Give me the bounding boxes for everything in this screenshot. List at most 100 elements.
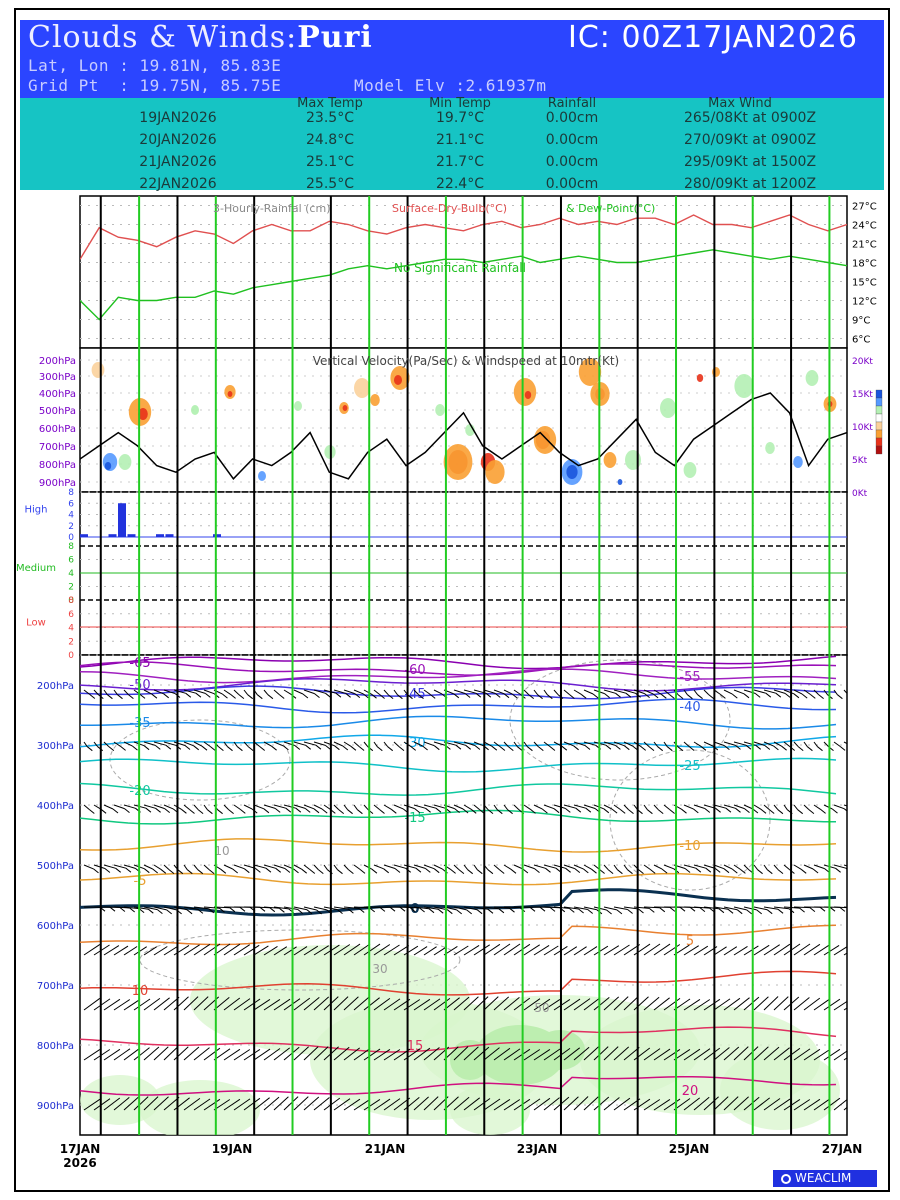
wind-barb	[803, 689, 811, 695]
wind-barb-flag	[302, 693, 309, 699]
level-label: 400hPa	[37, 801, 74, 812]
cloud-tick-label: 0	[68, 651, 74, 661]
wind-barb-flag	[433, 745, 440, 751]
wind-barb	[143, 1046, 160, 1061]
wind-barb-flag	[705, 867, 712, 873]
y-tick-label: 12°C	[852, 297, 877, 308]
wind-barb-flag	[845, 867, 847, 870]
wind-barb-flag	[425, 807, 431, 813]
wind-barb	[343, 906, 360, 909]
wind-barb-flag	[485, 692, 492, 698]
wind-barb	[653, 943, 671, 956]
level-label: 700hPa	[37, 981, 74, 992]
wind-barb	[243, 741, 249, 747]
vv-blob	[191, 405, 199, 415]
wind-barb	[463, 1046, 479, 1061]
wind-barb	[553, 689, 559, 695]
wind-barb	[753, 864, 758, 871]
rainfall-title: 3-Hourly-Rainfal (cm)	[213, 202, 331, 215]
wind-barb	[413, 689, 419, 695]
wind-barb	[183, 1046, 200, 1061]
wind-barb	[793, 1099, 811, 1111]
wind-barb-flag	[740, 869, 746, 874]
wind-barb	[643, 996, 660, 1011]
wind-barb	[693, 864, 706, 869]
wind-barb	[113, 804, 125, 810]
wind-barb	[803, 804, 810, 810]
wind-barb	[713, 998, 731, 1011]
wind-barb	[813, 998, 831, 1011]
wind-barb	[813, 864, 825, 870]
wind-barb-flag	[193, 745, 200, 751]
wind-barb	[613, 804, 621, 810]
wind-barb	[503, 997, 520, 1011]
grid-point: Grid Pt : 19.75N, 85.75E	[28, 76, 282, 95]
wind-barb	[703, 906, 719, 910]
kt-tick-label: 0Kt	[852, 489, 868, 499]
wind-barb	[573, 741, 586, 746]
row-rainfall: 0.00cm	[545, 110, 599, 126]
wind-barb	[233, 998, 251, 1011]
wind-barb-flag	[681, 808, 687, 814]
row-min-temp: 21.7°C	[436, 154, 484, 170]
wind-barb	[113, 1048, 131, 1061]
wind-barb-flag	[744, 808, 750, 813]
wind-barb	[253, 864, 267, 869]
wind-barb	[603, 804, 613, 810]
wind-barb	[743, 804, 754, 810]
cloud-bar	[127, 534, 136, 537]
wind-barb	[833, 1050, 847, 1061]
wind-barb-flag	[725, 807, 732, 813]
wind-barb-flag	[342, 745, 349, 751]
x-tick-label: 27JAN	[822, 1142, 863, 1156]
vv-blob	[734, 374, 754, 398]
wind-barb	[473, 804, 480, 810]
wind-barb	[103, 689, 108, 695]
wind-barb-flag	[470, 808, 477, 814]
isotherm-line	[80, 888, 837, 917]
wind-barb	[813, 689, 819, 695]
wind-barb	[303, 741, 317, 746]
wind-barb	[733, 1046, 749, 1061]
wind-barb-flag	[125, 867, 132, 873]
wind-barb	[733, 864, 741, 870]
wind-barb	[723, 864, 733, 870]
page-title: Clouds & Winds:Puri	[28, 20, 373, 55]
wind-barb	[193, 741, 203, 747]
wind-barb	[283, 689, 292, 695]
wind-barb-flag	[389, 906, 396, 912]
wind-barb-flag	[132, 745, 138, 751]
wind-barb-flag	[649, 869, 656, 874]
wind-barb-flag	[334, 745, 340, 751]
wind-barb	[93, 998, 111, 1011]
wind-barb-flag	[812, 868, 819, 874]
wind-barb-flag	[627, 869, 633, 875]
wind-barb	[773, 804, 779, 811]
band-label: Medium	[16, 563, 56, 574]
wind-barb-flag	[294, 745, 301, 750]
colorbar-cell	[875, 421, 883, 431]
level-label: 400hPa	[39, 389, 76, 400]
wind-barb	[233, 944, 250, 956]
wind-barb-flag	[256, 694, 263, 700]
wind-barb-flag	[781, 745, 787, 751]
wind-barb	[273, 689, 280, 695]
wind-barb-flag	[522, 868, 529, 874]
wind-barb-flag	[855, 808, 860, 812]
wind-barb	[293, 1096, 309, 1111]
wind-barb	[153, 946, 168, 956]
wind-barb-flag	[284, 868, 291, 873]
wind-barb	[743, 1046, 759, 1061]
row-max-wind: 280/09Kt at 1200Z	[683, 176, 817, 192]
wind-barb-flag	[659, 907, 666, 913]
wind-barb-flag	[677, 694, 684, 699]
wind-barb	[753, 689, 766, 694]
wind-barb	[603, 689, 616, 694]
wind-barb-flag	[186, 869, 193, 875]
wind-barb-flag	[305, 744, 312, 750]
wind-barb	[243, 1097, 261, 1111]
wind-barb	[363, 1098, 381, 1111]
wind-barb	[203, 943, 221, 956]
wind-barb-flag	[591, 868, 597, 874]
